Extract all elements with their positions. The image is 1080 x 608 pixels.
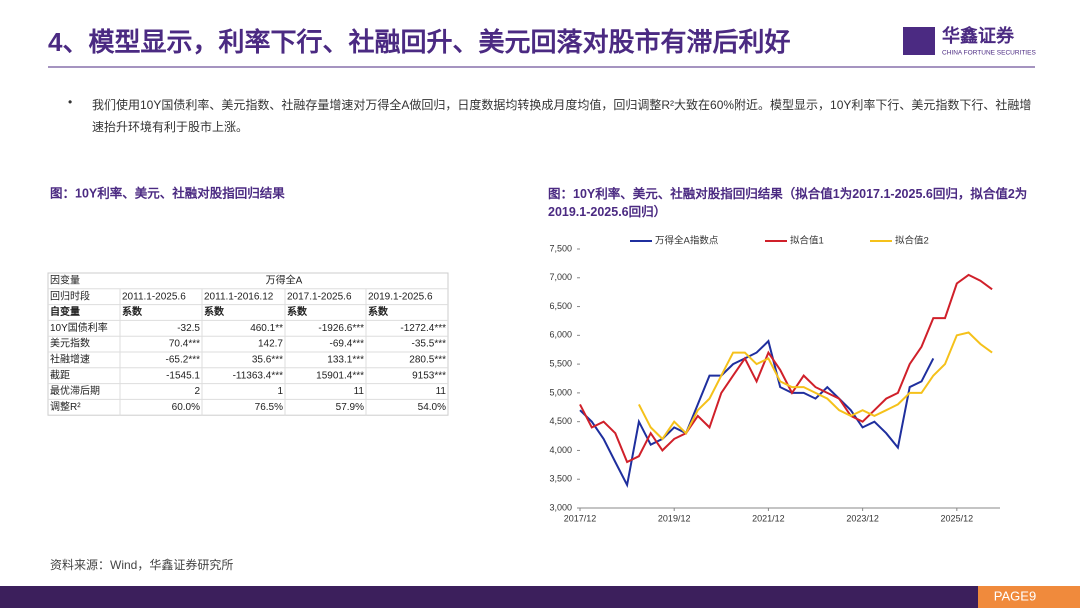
y-tick-label: 5,500: [549, 358, 572, 368]
table-cell: 2: [194, 386, 200, 397]
table-cell: 社融增速: [50, 353, 90, 366]
legend-label: 拟合值2: [895, 235, 929, 247]
table-cell: 70.4***: [169, 339, 200, 350]
chart-title-box: 图：10Y利率、美元、社融对股指回归结果（拟合值1为2017.1-2025.6回…: [548, 187, 1028, 219]
table-cell: -69.4***: [330, 339, 365, 350]
table-cell: 美元指数: [50, 337, 90, 350]
table-cell: 2019.1-2025.6: [368, 291, 433, 302]
y-tick-label: 7,000: [549, 272, 572, 282]
bullet-dot: •: [68, 95, 72, 109]
table-cell: 15901.4***: [316, 370, 364, 381]
y-tick-label: 4,500: [549, 416, 572, 426]
table-cell: 133.1***: [327, 355, 364, 366]
table-cell: 因变量: [50, 274, 80, 287]
table-cell: 系数: [368, 305, 389, 318]
y-tick-label: 5,000: [549, 387, 572, 397]
table-cell: 57.9%: [336, 402, 364, 413]
table-cell: -65.2***: [166, 355, 201, 366]
x-tick-label: 2025/12: [941, 513, 974, 523]
table-cell: 最优滞后期: [50, 384, 100, 397]
x-tick-label: 2017/12: [564, 513, 597, 523]
y-tick-label: 7,500: [549, 243, 572, 253]
table-cell: 回归时段: [50, 289, 90, 302]
bullet-text: 我们使用10Y国债利率、美元指数、社融存量增速对万得全A做回归，日度数据均转换成…: [92, 98, 1032, 134]
table-cell: 10Y国债利率: [50, 321, 108, 334]
table-cell: -32.5: [177, 323, 200, 334]
table-cell: 2011.1-2016.12: [204, 291, 274, 302]
table-cell: 35.6***: [252, 355, 283, 366]
table-cell: 万得全A: [266, 274, 303, 287]
table-cell: 系数: [287, 305, 308, 318]
table-cell: 142.7: [258, 339, 283, 350]
table-cell: 截距: [50, 368, 70, 381]
series-line: [579, 273, 993, 464]
source: 资料来源：Wind，华鑫证券研究所: [50, 557, 233, 572]
table-cell: 2017.1-2025.6: [287, 291, 352, 302]
x-tick-label: 2023/12: [846, 513, 879, 523]
x-tick-label: 2019/12: [658, 513, 691, 523]
table-cell: -1545.1: [166, 370, 200, 381]
table-cell: 调整R²: [50, 400, 81, 413]
table-cell: 自变量: [50, 305, 80, 318]
series-line: [579, 339, 935, 489]
page-box: [978, 586, 1080, 608]
table-cell: 系数: [204, 305, 225, 318]
bullet-box: 我们使用10Y国债利率、美元指数、社融存量增速对万得全A做回归，日度数据均转换成…: [92, 98, 1032, 134]
y-tick-label: 6,500: [549, 301, 572, 311]
table-cell: 1: [277, 386, 283, 397]
y-tick-label: 3,500: [549, 474, 572, 484]
table-cell: 2011.1-2025.6: [122, 291, 186, 302]
table-cell: 11: [436, 386, 447, 397]
title: 4、模型显示，利率下行、社融回升、美元回落对股市有滞后利好: [48, 27, 790, 57]
chart-title: 图：10Y利率、美元、社融对股指回归结果（拟合值1为2017.1-2025.6回…: [548, 187, 1028, 219]
logo-sub: CHINA FORTUNE SECURITIES: [942, 50, 1036, 57]
page-number: PAGE9: [994, 588, 1036, 603]
table-cell: 76.5%: [255, 402, 283, 413]
table-cell: -35.5***: [412, 339, 447, 350]
y-tick-label: 3,000: [549, 502, 572, 512]
y-tick-label: 4,000: [549, 445, 572, 455]
x-tick-label: 2021/12: [752, 513, 785, 523]
table-cell: 60.0%: [172, 402, 200, 413]
logo-text: 华鑫证券: [942, 25, 1015, 46]
table-caption: 图：10Y利率、美元、社融对股指回归结果: [50, 185, 285, 200]
table-cell: 11: [354, 386, 365, 397]
series-line: [638, 331, 993, 441]
table-cell: -1272.4***: [400, 323, 446, 334]
table-frame: [47, 272, 449, 416]
table-cell: -11363.4***: [233, 370, 284, 381]
table-cell: -1926.6***: [318, 323, 364, 334]
legend-label: 万得全A指数点: [655, 235, 719, 247]
legend-label: 拟合值1: [790, 235, 824, 247]
table-cell: 9153***: [412, 370, 446, 381]
table-cell: 系数: [122, 305, 143, 318]
y-tick-label: 6,000: [549, 330, 572, 340]
table-cell: 280.5***: [409, 355, 446, 366]
table-cell: 54.0%: [418, 402, 446, 413]
table-cell: 460.1**: [250, 323, 283, 334]
footer-bar: [0, 586, 1080, 608]
logo-icon: [903, 27, 935, 55]
